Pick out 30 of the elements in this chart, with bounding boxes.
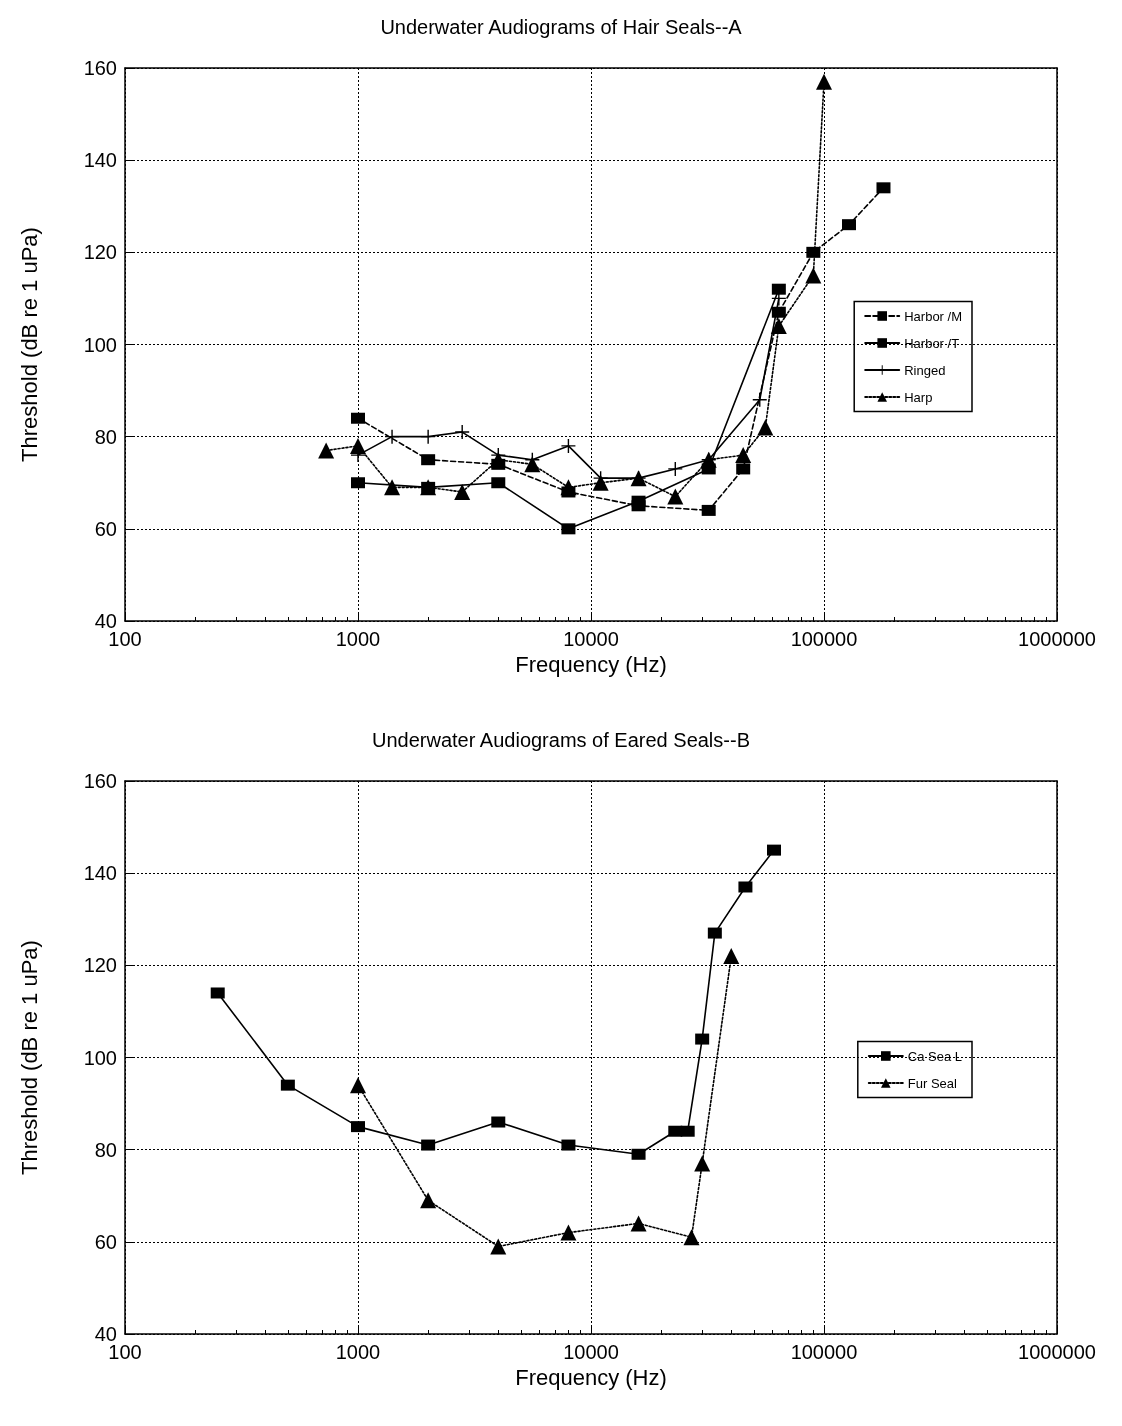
y-tick-label: 160 [83,770,117,792]
y-tick-label: 80 [94,1138,117,1161]
y-tick-label: 100 [83,1046,117,1069]
y-tick-label: 60 [94,517,117,540]
x-tick-label: 1000 [335,1341,381,1363]
x-tick-label: 100000 [790,1341,858,1363]
y-tick-label: 160 [83,57,117,79]
y-tick-label: 120 [83,241,117,264]
legend-label: Harbor /M [904,308,963,324]
y-tick-label: 80 [94,425,117,448]
chart-title: Underwater Audiograms of Eared Seals--B [372,729,750,751]
y-axis-title: Threshold (dB re 1 uPa) [16,940,42,1175]
y-tick-label: 140 [83,862,117,885]
x-tick-label: 1000000 [1018,628,1096,650]
x-axis-title: Frequency (Hz) [515,1365,667,1391]
x-tick-label: 100000 [790,628,858,650]
x-tick-label: 1000 [335,628,381,650]
x-axis-title: Frequency (Hz) [515,652,667,678]
x-tick-label: 1000000 [1018,1341,1096,1363]
y-axis-title: Threshold (dB re 1 uPa) [16,227,42,462]
y-tick-label: 60 [94,1230,117,1253]
x-tick-label: 10000 [563,628,619,650]
chart-title: Underwater Audiograms of Hair Seals--A [380,16,743,38]
y-tick-label: 100 [83,333,117,356]
legend-label: Harp [904,389,933,405]
y-tick-label: 140 [83,149,117,172]
legend-label: Ringed [904,362,946,378]
x-tick-label: 10000 [563,1341,619,1363]
legend-label: Fur Seal [907,1075,958,1091]
y-tick-label: 120 [83,954,117,977]
